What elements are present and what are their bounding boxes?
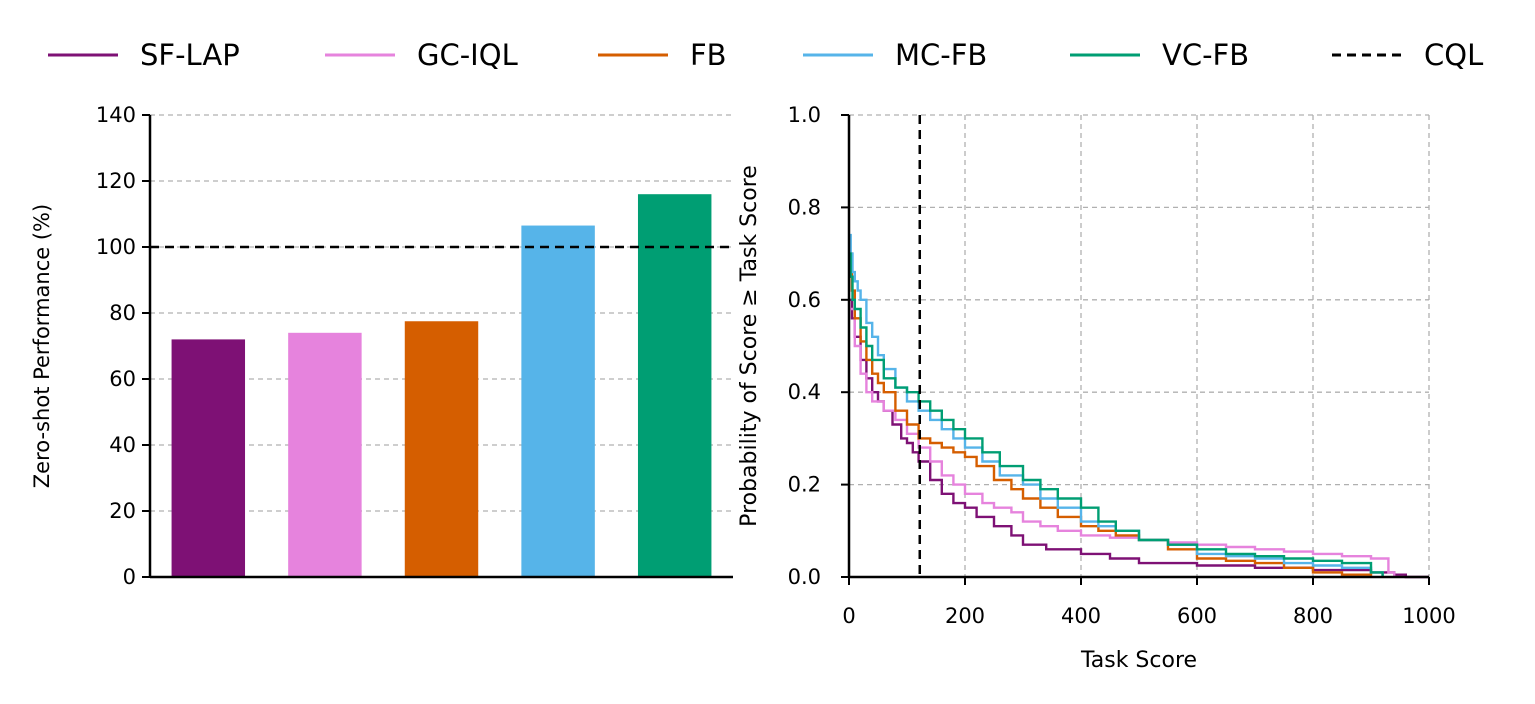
bar-chart-ytick-label: 100 [96,235,136,259]
legend-label-gc-iql: GC-IQL [417,38,518,72]
line-chart-ylabel: Probability of Score ≥ Task Score [737,165,762,527]
legend-label-sf-lap: SF-LAP [140,38,240,72]
line-chart-axes [847,115,1429,579]
bar-chart-ytick-label: 40 [109,433,136,457]
bar-vc-fb [637,194,712,577]
line-chart-xtick-label: 1000 [1402,604,1455,628]
line-chart-ytick-label: 0.6 [788,288,821,312]
legend: SF-LAP GC-IQL FB MC-FB VC-FB CQL [48,38,1483,72]
bar-chart-ytick-label: 20 [109,499,136,523]
bar-chart-ylabel: Zero-shot Performance (%) [30,204,54,488]
series-line-vc-fb [849,252,1384,577]
legend-label-cql: CQL [1424,38,1483,72]
bar-chart-bars [171,194,712,578]
legend-item-gc-iql: GC-IQL [325,38,518,72]
bar-chart-ytick-label: 140 [96,103,136,127]
legend-item-mc-fb: MC-FB [803,38,987,72]
line-chart-ytick-label: 0.0 [788,565,821,589]
legend-label-mc-fb: MC-FB [895,38,987,72]
line-chart-xtick-label: 800 [1293,604,1333,628]
line-chart-series [849,233,1429,579]
bar-fb [404,321,479,577]
bar-chart-ytick-label: 60 [109,367,136,391]
series-line-mc-fb [849,233,1384,577]
line-chart-ticks: 0.0 0.2 0.4 0.6 0.8 1.0 0 200 400 600 800 1000 [788,103,1456,628]
bar-chart-zero-shot-performance: 0 20 40 60 80 100 120 140 Zero-shot Performance… [30,103,733,589]
line-chart-grid [849,114,1430,577]
line-chart-ytick-label: 0.2 [788,473,821,497]
line-chart-ytick-label: 0.4 [788,380,821,404]
legend-label-fb: FB [690,38,727,72]
legend-item-sf-lap: SF-LAP [48,38,240,72]
bar-chart-ytick-label: 120 [96,169,136,193]
bar-chart-axes [148,115,733,579]
line-chart-xlabel: Task Score [1080,648,1197,673]
bar-chart-ytick-label: 0 [123,565,136,589]
line-chart-xtick-label: 0 [842,604,855,628]
legend-item-cql: CQL [1332,38,1483,72]
legend-item-fb: FB [598,38,727,72]
bar-sf-lap [171,339,246,577]
line-chart-survival-curves: 0.0 0.2 0.4 0.6 0.8 1.0 0 200 400 600 800 1000 Task… [737,103,1456,673]
bar-gc-iql [288,332,362,577]
bar-chart-ytick-label: 80 [109,301,136,325]
bar-mc-fb [521,225,595,578]
series-line-fb [849,252,1373,577]
line-chart-ytick-label: 0.8 [788,195,821,219]
series-line-gc-iql [849,307,1396,577]
legend-item-vc-fb: VC-FB [1070,38,1249,72]
bar-chart-ticks: 0 20 40 60 80 100 120 140 [96,103,150,589]
legend-label-vc-fb: VC-FB [1162,38,1249,72]
line-chart-xtick-label: 200 [945,604,985,628]
line-chart-xtick-label: 400 [1061,604,1101,628]
line-chart-xtick-label: 600 [1177,604,1217,628]
line-chart-ytick-label: 1.0 [788,103,821,127]
